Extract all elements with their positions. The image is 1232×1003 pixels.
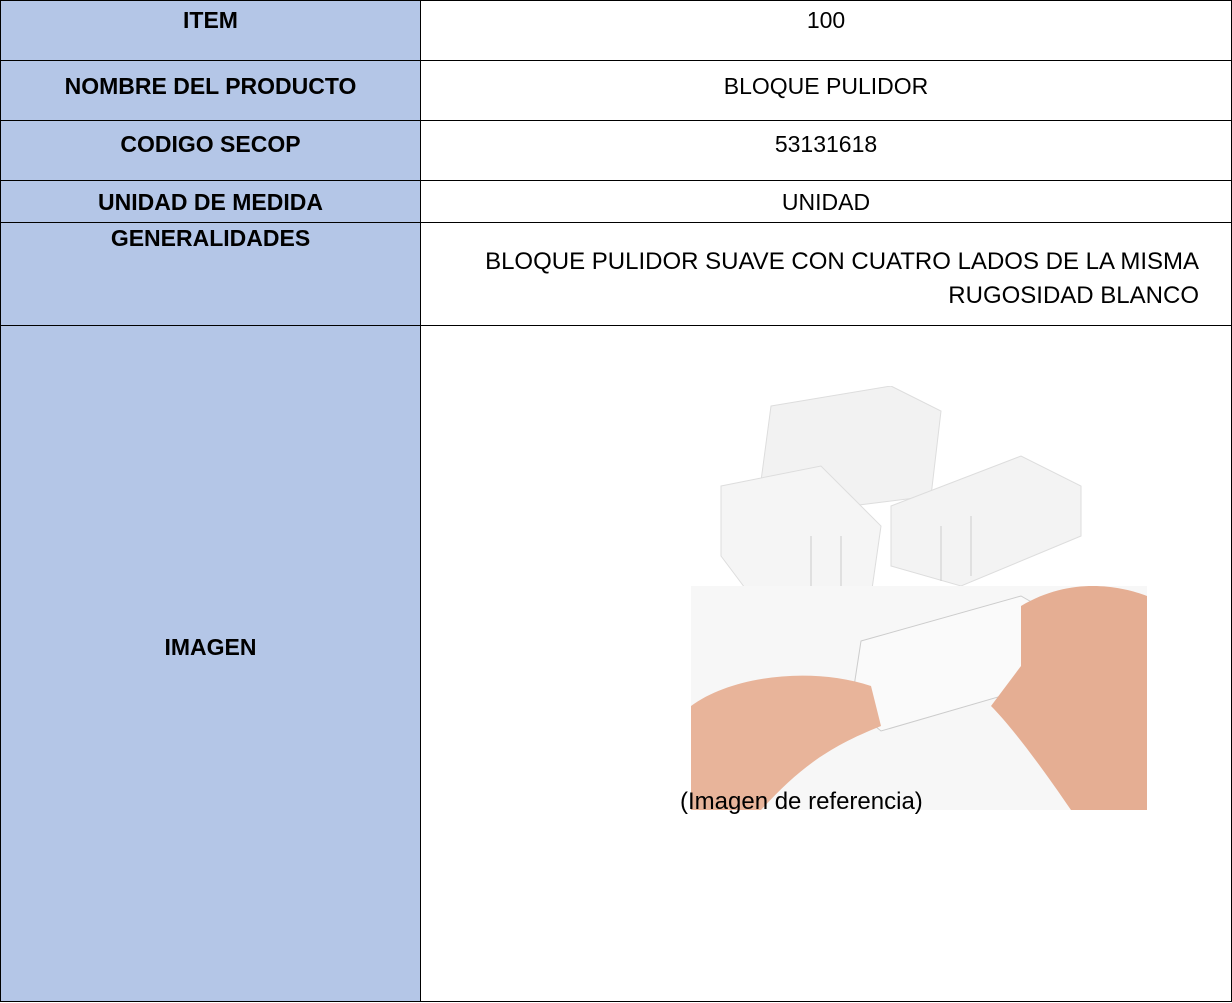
row-label: CODIGO SECOP — [120, 131, 301, 157]
row-value: BLOQUE PULIDOR — [723, 73, 929, 99]
row-value: 53131618 — [774, 131, 878, 157]
product-image — [691, 386, 1147, 810]
row-label: UNIDAD DE MEDIDA — [98, 189, 323, 215]
row-label-cell: IMAGEN — [0, 325, 421, 1002]
row-value-cell: 100 — [420, 0, 1232, 61]
row-value: UNIDAD — [781, 189, 871, 215]
row-value: 100 — [806, 7, 846, 33]
row-label-cell: ITEM — [0, 0, 421, 61]
row-value-cell: BLOQUE PULIDOR SUAVE CON CUATRO LADOS DE… — [420, 222, 1232, 326]
image-cell: (Imagen de referencia) — [420, 325, 1232, 1002]
row-label-cell: GENERALIDADES — [0, 222, 421, 326]
row-value-cell: UNIDAD — [420, 180, 1232, 223]
row-label-cell: NOMBRE DEL PRODUCTO — [0, 60, 421, 121]
row-label: NOMBRE DEL PRODUCTO — [64, 73, 357, 99]
row-label-cell: CODIGO SECOP — [0, 120, 421, 181]
row-value-cell: 53131618 — [420, 120, 1232, 181]
row-label: GENERALIDADES — [110, 225, 311, 251]
row-label-cell: UNIDAD DE MEDIDA — [0, 180, 421, 223]
row-label: ITEM — [183, 7, 238, 33]
row-value-cell: BLOQUE PULIDOR — [420, 60, 1232, 121]
row-value: BLOQUE PULIDOR SUAVE CON CUATRO LADOS DE… — [485, 248, 1199, 309]
image-caption: (Imagen de referencia) — [680, 788, 923, 815]
row-label: IMAGEN — [164, 634, 257, 660]
